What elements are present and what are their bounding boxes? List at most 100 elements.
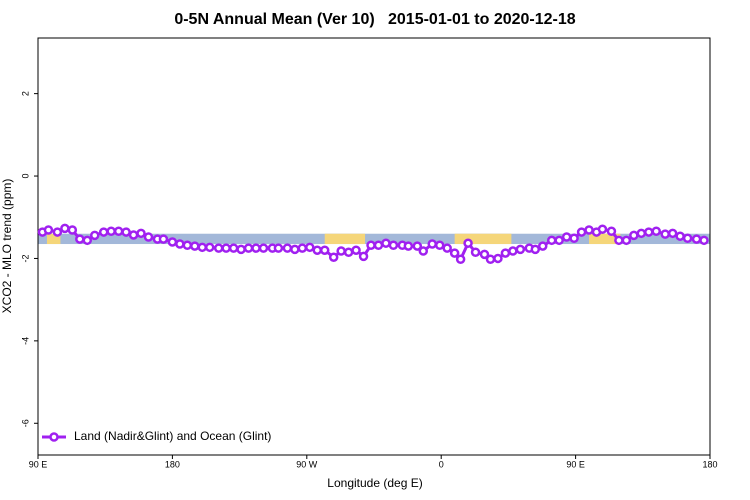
data-point [493, 253, 503, 264]
data-point [213, 243, 224, 253]
data-point [98, 227, 109, 237]
data-point [89, 230, 100, 241]
data-point [449, 248, 460, 258]
data-point [660, 229, 670, 239]
y-tick-label: -2 [20, 254, 30, 262]
data-point [606, 226, 617, 237]
data-point [143, 232, 154, 242]
data-point [629, 230, 639, 241]
data-point [204, 242, 215, 253]
data-point [682, 233, 693, 244]
data-point [52, 227, 63, 237]
data-point [537, 241, 548, 251]
data-point [584, 225, 594, 235]
data-point [675, 231, 685, 241]
data-point [336, 246, 346, 256]
data-point [614, 235, 624, 246]
data-point [236, 244, 246, 255]
data-point [319, 245, 330, 255]
data-point [546, 235, 557, 246]
data-point [515, 244, 526, 255]
data-point [282, 243, 293, 253]
data-point [366, 240, 376, 251]
x-axis-label: Longitude (deg E) [327, 476, 422, 490]
y-tick-label: -6 [20, 419, 30, 427]
x-tick-label: 180 [165, 459, 180, 469]
data-point [636, 228, 647, 239]
y-axis-label: XCO2 - MLO trend (ppm) [0, 179, 14, 314]
data-point [190, 241, 200, 251]
data-point [463, 238, 473, 248]
land-mask [324, 233, 366, 245]
y-tick-label: 0 [20, 174, 30, 179]
data-point [158, 234, 169, 244]
data-point [43, 225, 54, 235]
data-point [500, 248, 511, 258]
data-point [290, 244, 300, 255]
land-mask [46, 233, 61, 245]
data-point [197, 242, 208, 253]
x-tick-label: 90 E [29, 459, 48, 469]
data-point [67, 225, 78, 235]
data-point [60, 223, 70, 234]
data-point [175, 239, 185, 249]
data-point [597, 224, 608, 234]
data-point [121, 227, 131, 237]
data-point [312, 245, 323, 255]
data-point [328, 252, 339, 262]
data-point [82, 235, 93, 246]
data-point [621, 235, 632, 246]
data-point [470, 247, 481, 258]
data-point [412, 241, 423, 251]
data-point [388, 240, 399, 251]
data-point [221, 243, 231, 253]
data-point [403, 241, 414, 251]
data-point [136, 228, 146, 239]
y-tick-label: 2 [20, 91, 30, 96]
data-point [273, 243, 284, 253]
data-point [258, 243, 269, 253]
data-point [358, 251, 369, 262]
legend-marker [49, 432, 59, 442]
data-point [418, 246, 429, 256]
chart-title: 0-5N Annual Mean (Ver 10) 2015-01-01 to … [174, 11, 575, 28]
data-point [554, 235, 564, 246]
data-point [251, 243, 261, 253]
data-point [167, 237, 178, 247]
ocean-mask [38, 233, 710, 245]
x-tick-label: 90 W [296, 459, 318, 469]
data-point [343, 247, 354, 258]
data-point [305, 242, 315, 253]
data-point [455, 254, 466, 265]
data-point [485, 254, 496, 265]
x-tick-label: 0 [439, 459, 444, 469]
data-point [644, 227, 654, 237]
data-point [381, 238, 391, 248]
data-point [576, 227, 587, 237]
data-point [651, 226, 661, 237]
data-point [373, 240, 384, 251]
land-mask [454, 233, 512, 245]
data-point [442, 243, 452, 253]
legend-item: Land (Nadir&Glint) and Ocean (Glint) [42, 429, 271, 443]
data-point [351, 245, 361, 255]
plot-frame [37, 37, 711, 456]
data-point [667, 228, 678, 239]
data-point [182, 240, 193, 251]
data-point [243, 243, 254, 253]
data-point [691, 234, 702, 244]
data-point [113, 226, 124, 237]
data-point [530, 244, 541, 255]
data-point [106, 226, 116, 237]
data-point [128, 230, 139, 240]
data-point [297, 243, 308, 253]
land-mask [589, 233, 621, 245]
data-point [427, 239, 437, 249]
data-point [228, 243, 239, 253]
y-tick-label: -4 [20, 337, 30, 345]
data-point [508, 246, 518, 256]
x-tick-label: 90 E [566, 459, 585, 469]
data-point [561, 232, 572, 242]
data-point [479, 249, 490, 260]
